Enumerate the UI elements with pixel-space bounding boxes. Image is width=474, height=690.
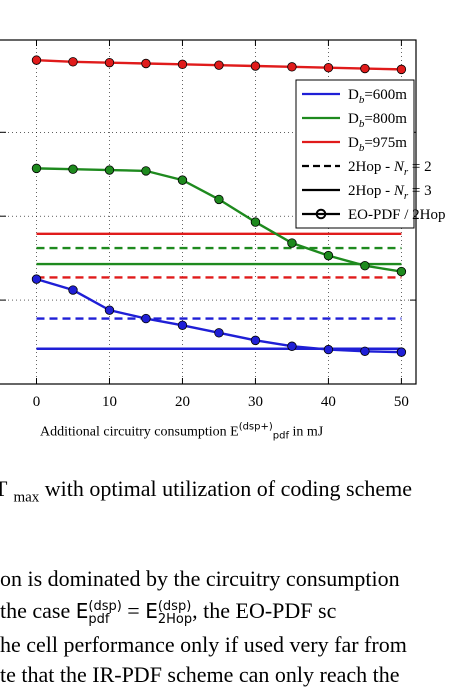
data-point-600m: [104, 305, 115, 315]
legend-label: 2Hop - Nr = 2: [348, 159, 432, 178]
paragraph-line-3: he cell performance only if used very fa…: [0, 632, 407, 657]
x-tick-label: 0: [33, 394, 41, 410]
data-point-975m: [250, 61, 261, 71]
data-point-975m: [396, 64, 407, 75]
chart: 0 10 20 30 40 50 Db=600m Db=800m Db=975m 2Hop - …: [0, 39, 446, 410]
data-point-800m: [31, 163, 42, 174]
data-point-800m: [360, 260, 370, 271]
paragraph-line-2a: the case: [0, 598, 76, 623]
data-point-975m: [287, 62, 297, 72]
data-point-800m: [177, 175, 188, 185]
x-tick-label: 20: [175, 394, 190, 410]
data-point-975m: [104, 57, 115, 68]
x-tick-label: 50: [394, 394, 409, 410]
math-e2-sup: (dsp): [157, 598, 192, 614]
data-point-800m: [287, 238, 297, 248]
caption-symbol: T: [0, 476, 8, 501]
data-point-975m: [323, 62, 334, 73]
math-e2: E: [145, 599, 158, 623]
x-tick-label: 30: [248, 394, 263, 410]
math-eq: =: [121, 598, 146, 623]
legend-label: EO-PDF / 2Hop: [348, 207, 446, 223]
legend-label: Db=800m: [348, 111, 407, 130]
data-point-600m: [141, 313, 151, 324]
data-point-975m: [141, 58, 151, 69]
x-axis-label: Additional circuitry consumption E(dsp+)…: [40, 422, 440, 442]
data-point-600m: [250, 335, 261, 346]
math-e1-sup: (dsp): [88, 598, 122, 614]
data-point-600m: [177, 320, 188, 330]
caption-sub: max: [13, 489, 40, 506]
data-point-600m: [323, 344, 334, 355]
math-e2-sub: 2Hop: [157, 611, 193, 627]
legend-box: [295, 79, 415, 229]
x-tick-label: 10: [102, 394, 117, 410]
series-lines: [31, 55, 407, 357]
data-point-975m: [214, 60, 224, 70]
data-point-975m: [177, 59, 188, 70]
x-axis-label-prefix: Additional circuitry consumption E: [40, 424, 239, 440]
data-point-800m: [68, 164, 78, 174]
x-axis-label-suffix: in mJ: [289, 424, 324, 440]
paragraph-line-2: the case E (dsp) pdf = E (dsp) 2Hop, the EO-…: [0, 598, 474, 626]
data-point-800m: [104, 165, 115, 175]
data-point-600m: [31, 274, 42, 284]
paragraph-line-2e: , the EO-PDF sc: [192, 598, 337, 623]
data-point-600m: [396, 347, 407, 357]
math-e1-sub: pdf: [88, 611, 110, 627]
data-point-800m: [250, 217, 261, 227]
data-point-975m: [360, 63, 370, 74]
legend: Db=600m Db=800m Db=975m 2Hop - Nr = 2 2Hop -…: [295, 79, 446, 229]
data-point-800m: [323, 250, 334, 261]
data-point-800m: [141, 166, 151, 176]
legend-marker: [315, 208, 327, 220]
data-point-975m: [68, 57, 78, 67]
data-point-975m: [31, 55, 42, 65]
x-ticks: 0 10 20 30 40 50: [33, 40, 409, 410]
paragraph-line-4: te that the IR-PDF scheme can only reach…: [0, 662, 400, 687]
x-axis-label-sup: (dsp+): [238, 422, 273, 433]
legend-label: 2Hop - Nr = 3: [348, 183, 432, 202]
math-e1: E: [75, 599, 89, 623]
x-axis-label-sub: pdf: [272, 430, 289, 442]
reference-lines: [36, 232, 402, 350]
data-point-600m: [68, 285, 78, 295]
data-point-800m: [396, 266, 407, 277]
legend-label: Db=600m: [348, 87, 407, 106]
x-tick-label: 40: [321, 394, 336, 410]
caption-rest: with optimal utilization of coding schem…: [39, 476, 412, 501]
data-point-600m: [214, 328, 224, 338]
data-point-600m: [287, 341, 297, 351]
paragraph-line-1: on is dominated by the circuitry consump…: [0, 566, 400, 591]
data-point-600m: [360, 346, 370, 356]
legend-label: Db=975m: [348, 135, 407, 154]
data-point-800m: [214, 194, 224, 205]
